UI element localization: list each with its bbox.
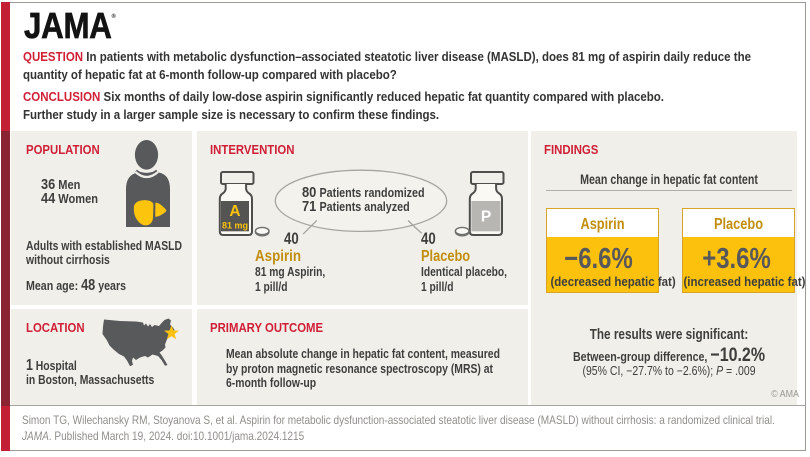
svg-text:81 mg: 81 mg xyxy=(222,221,248,231)
svg-text:P: P xyxy=(481,209,491,226)
svg-text:A: A xyxy=(229,203,240,220)
